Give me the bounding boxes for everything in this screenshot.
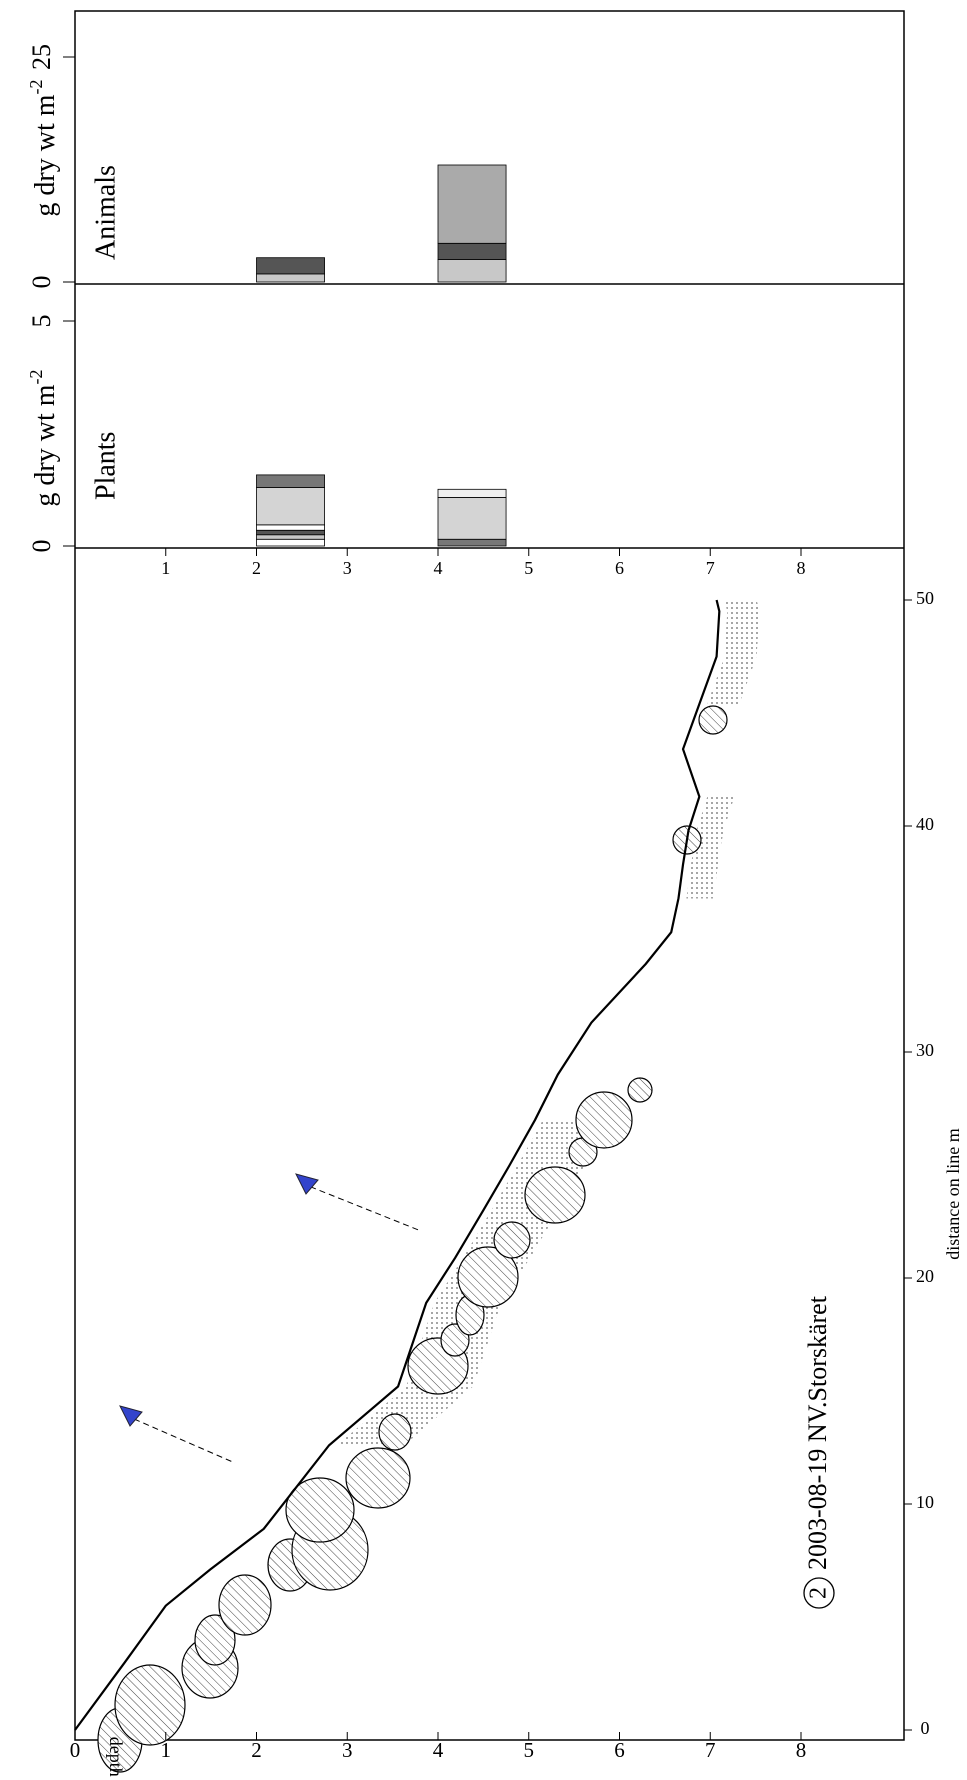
y-tick-label: 7: [705, 1738, 716, 1762]
boulder: [699, 706, 727, 734]
rotated-figure: 2 2003-08-19 NV.Storskäret distance on l…: [26, 11, 963, 1780]
bar-segment: [438, 165, 506, 243]
x-tick-label: 1: [161, 558, 170, 578]
bar-segment: [257, 525, 325, 530]
bar-segment: [438, 539, 506, 546]
y-axis-label-text: g dry wt m: [30, 384, 61, 506]
marker: [120, 1406, 142, 1426]
x-tick-label: 7: [706, 558, 715, 578]
x-tick-label: 2: [252, 558, 261, 578]
bar-segment: [257, 539, 325, 546]
x-tick-label: 10: [916, 1492, 934, 1512]
y-axis-label: g dry wt m-2: [26, 369, 61, 506]
y-tick-label: 5: [27, 315, 56, 328]
y-tick-label: 25: [27, 44, 56, 70]
y-tick-label: 8: [796, 1738, 807, 1762]
bar-segment: [438, 243, 506, 259]
profile-line: [75, 600, 719, 1730]
boulder: [494, 1222, 530, 1258]
y-tick-label: 0: [27, 276, 56, 289]
panel-title: Animals: [90, 165, 121, 260]
y-tick-label: 0: [27, 540, 56, 553]
bar-segment: [257, 535, 325, 540]
boulder: [379, 1414, 411, 1450]
x-tick-label: 40: [916, 814, 934, 834]
y-axis-label-sup: -2: [26, 369, 46, 384]
x-tick-label: 0: [921, 1718, 930, 1738]
y-axis-label: g dry wt m-2: [26, 79, 61, 216]
x-tick-label: 30: [916, 1040, 934, 1060]
boulder: [628, 1078, 652, 1102]
x-axis-label: distance on line m: [943, 1128, 963, 1259]
x-tick-label: 20: [916, 1266, 934, 1286]
y-axis-label-sup: -2: [26, 79, 46, 94]
sediment-patch: [707, 600, 759, 704]
marker: [296, 1174, 318, 1194]
boulder: [346, 1448, 410, 1508]
y-tick-label: 3: [342, 1738, 353, 1762]
x-tick-label: 6: [615, 558, 624, 578]
x-tick-label: 5: [524, 558, 533, 578]
bar-segment: [257, 475, 325, 488]
panel-number: 2: [806, 1587, 832, 1599]
marker-line: [125, 1415, 235, 1463]
panel-title: Plants: [90, 432, 121, 500]
y-tick-label: 6: [614, 1738, 625, 1762]
boulder: [219, 1575, 271, 1635]
bar-segment: [257, 258, 325, 274]
bar-segment: [257, 530, 325, 535]
x-tick-label: 8: [797, 558, 806, 578]
y-tick-label: 4: [433, 1738, 444, 1762]
bar-segment: [438, 260, 506, 283]
y-tick-label: 0: [70, 1738, 81, 1762]
bar-segment: [438, 497, 506, 539]
boulders: [98, 706, 727, 1772]
boulder: [576, 1092, 632, 1148]
bar-segment: [257, 274, 325, 282]
y-axis-label-text: g dry wt m: [30, 94, 61, 216]
y-tick-label: 5: [524, 1738, 535, 1762]
bar-segment: [257, 488, 325, 525]
marker-line: [301, 1183, 421, 1231]
y-tick-label: 2: [251, 1738, 262, 1762]
sediment: [337, 600, 759, 1445]
y-axis-label: depth m: [106, 1737, 126, 1780]
boulder: [525, 1167, 585, 1223]
boulder: [115, 1665, 185, 1745]
figure: 2 2003-08-19 NV.Storskäret distance on l…: [0, 0, 967, 1780]
x-tick-label: 3: [343, 558, 352, 578]
bar-segment: [438, 489, 506, 497]
y-tick-label: 1: [161, 1738, 172, 1762]
x-tick-label: 50: [916, 588, 934, 608]
chart-title: 2003-08-19 NV.Storskäret: [803, 1295, 832, 1570]
x-tick-label: 4: [434, 558, 443, 578]
